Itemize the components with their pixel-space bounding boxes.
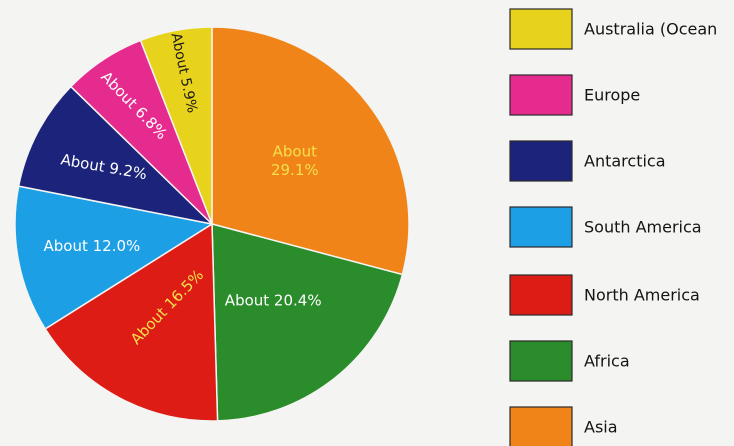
legend-entry-africa: Africa (509, 340, 630, 382)
legend-entry-antarctica: Antarctica (509, 140, 666, 182)
legend-label-south-america: South America (584, 218, 702, 237)
legend-swatch-north-america (509, 274, 573, 316)
pie-slice-antarctica (17, 85, 215, 226)
legend-swatch-australia-oceania (509, 8, 573, 50)
legend-label-asia: Asia (584, 418, 618, 437)
legend-label-north-america: North America (584, 286, 700, 305)
legend-label-africa: Africa (584, 352, 630, 371)
legend-swatch-south-america (509, 206, 573, 248)
legend-swatch-asia (509, 406, 573, 446)
legend-entry-south-america: South America (509, 206, 702, 248)
legend-entry-europe: Europe (509, 74, 640, 116)
legend-label-europe: Europe (584, 86, 640, 105)
data-label-south-america: About 12.0% (44, 237, 141, 255)
legend-entry-north-america: North America (509, 274, 700, 316)
legend-swatch-africa (509, 340, 573, 382)
pie-slice-africa (211, 223, 404, 422)
data-label-africa: About 20.4% (225, 292, 322, 310)
legend-label-antarctica: Antarctica (584, 152, 666, 171)
pie-slice-asia (211, 26, 410, 276)
pie-slice-south-america (14, 185, 215, 330)
pie-slice-australia-oceania (139, 26, 213, 225)
data-label-asia: About 29.1% (271, 142, 319, 179)
legend-swatch-antarctica (509, 140, 573, 182)
pie-slices (14, 26, 410, 422)
legend: Australia (Ocean Europe Antarctica South Am… (509, 8, 717, 446)
legend-entry-asia: Asia (509, 406, 618, 446)
legend-swatch-europe (509, 74, 573, 116)
legend-label-australia-oceania: Australia (Ocean (584, 20, 717, 39)
pie-slice-north-america (44, 222, 219, 422)
legend-entry-australia-oceania: Australia (Ocean (509, 8, 717, 50)
